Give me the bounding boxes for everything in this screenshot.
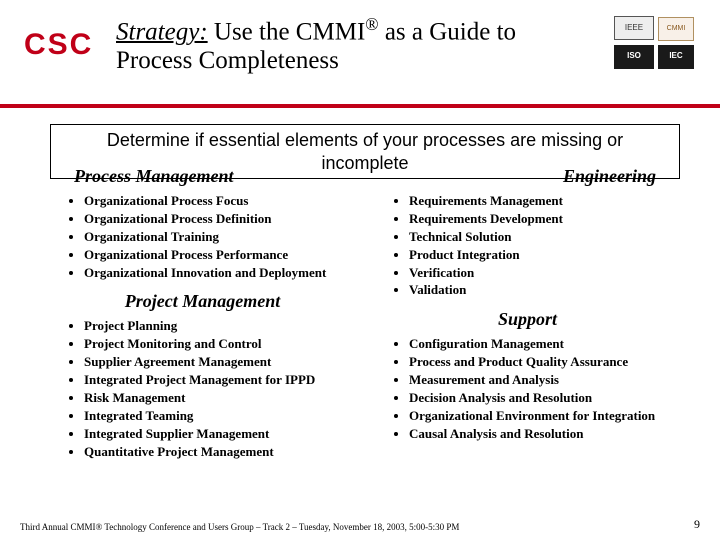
callout-box: Determine if essential elements of your … <box>50 124 680 179</box>
title-rest-1: Use the CMMI <box>208 18 366 45</box>
ieee-logo-icon: IEEE <box>614 16 654 40</box>
heading-project-management: Project Management <box>50 291 355 312</box>
list-item: Product Integration <box>409 247 680 264</box>
footer-text: Third Annual CMMI® Technology Conference… <box>20 522 459 532</box>
right-column: Engineering Requirements ManagementRequi… <box>365 160 680 510</box>
list-item: Organizational Process Performance <box>84 247 355 264</box>
list-item: Configuration Management <box>409 336 680 353</box>
list-item: Supplier Agreement Management <box>84 354 355 371</box>
title-registered: ® <box>365 14 378 34</box>
list-item: Technical Solution <box>409 229 680 246</box>
header: CSC Strategy: Use the CMMI® as a Guide t… <box>0 0 720 104</box>
callout-line-2: incomplete <box>57 152 673 175</box>
list-process-management: Organizational Process FocusOrganization… <box>50 193 355 281</box>
list-item: Organizational Training <box>84 229 355 246</box>
list-item: Organizational Innovation and Deployment <box>84 265 355 282</box>
list-item: Process and Product Quality Assurance <box>409 354 680 371</box>
heading-support: Support <box>375 309 680 330</box>
slide: CSC Strategy: Use the CMMI® as a Guide t… <box>0 0 720 540</box>
left-column: Process Management Organizational Proces… <box>50 160 365 510</box>
list-item: Quantitative Project Management <box>84 444 355 461</box>
list-item: Risk Management <box>84 390 355 407</box>
callout-line-1: Determine if essential elements of your … <box>57 129 673 152</box>
cmmi-logo-icon: CMMI <box>658 17 694 41</box>
list-item: Organizational Process Definition <box>84 211 355 228</box>
list-item: Requirements Management <box>409 193 680 210</box>
title-rest-2: as a Guide to <box>379 18 516 45</box>
list-item: Requirements Development <box>409 211 680 228</box>
list-engineering: Requirements ManagementRequirements Deve… <box>375 193 680 299</box>
content-columns: Process Management Organizational Proces… <box>50 160 680 510</box>
list-item: Project Planning <box>84 318 355 335</box>
list-item: Decision Analysis and Resolution <box>409 390 680 407</box>
list-item: Organizational Environment for Integrati… <box>409 408 680 425</box>
iec-logo-icon: IEC <box>658 45 694 69</box>
list-item: Integrated Teaming <box>84 408 355 425</box>
list-item: Project Monitoring and Control <box>84 336 355 353</box>
list-item: Verification <box>409 265 680 282</box>
title-line-1: Strategy: Use the CMMI® as a Guide to <box>116 14 610 47</box>
partner-logos: IEEECMMI ISOIEC <box>614 16 700 69</box>
list-item: Integrated Supplier Management <box>84 426 355 443</box>
list-project-management: Project PlanningProject Monitoring and C… <box>50 318 355 460</box>
page-number: 9 <box>694 517 700 532</box>
list-item: Integrated Project Management for IPPD <box>84 372 355 389</box>
list-support: Configuration ManagementProcess and Prod… <box>375 336 680 442</box>
divider-rule <box>0 104 720 108</box>
title-line-2: Process Completeness <box>116 47 610 76</box>
list-item: Causal Analysis and Resolution <box>409 426 680 443</box>
footer: Third Annual CMMI® Technology Conference… <box>20 522 700 532</box>
iso-logo-icon: ISO <box>614 45 654 69</box>
list-item: Organizational Process Focus <box>84 193 355 210</box>
list-item: Validation <box>409 282 680 299</box>
csc-logo: CSC <box>24 28 93 62</box>
slide-title: Strategy: Use the CMMI® as a Guide to Pr… <box>116 14 610 76</box>
title-lead: Strategy: <box>116 18 208 45</box>
list-item: Measurement and Analysis <box>409 372 680 389</box>
